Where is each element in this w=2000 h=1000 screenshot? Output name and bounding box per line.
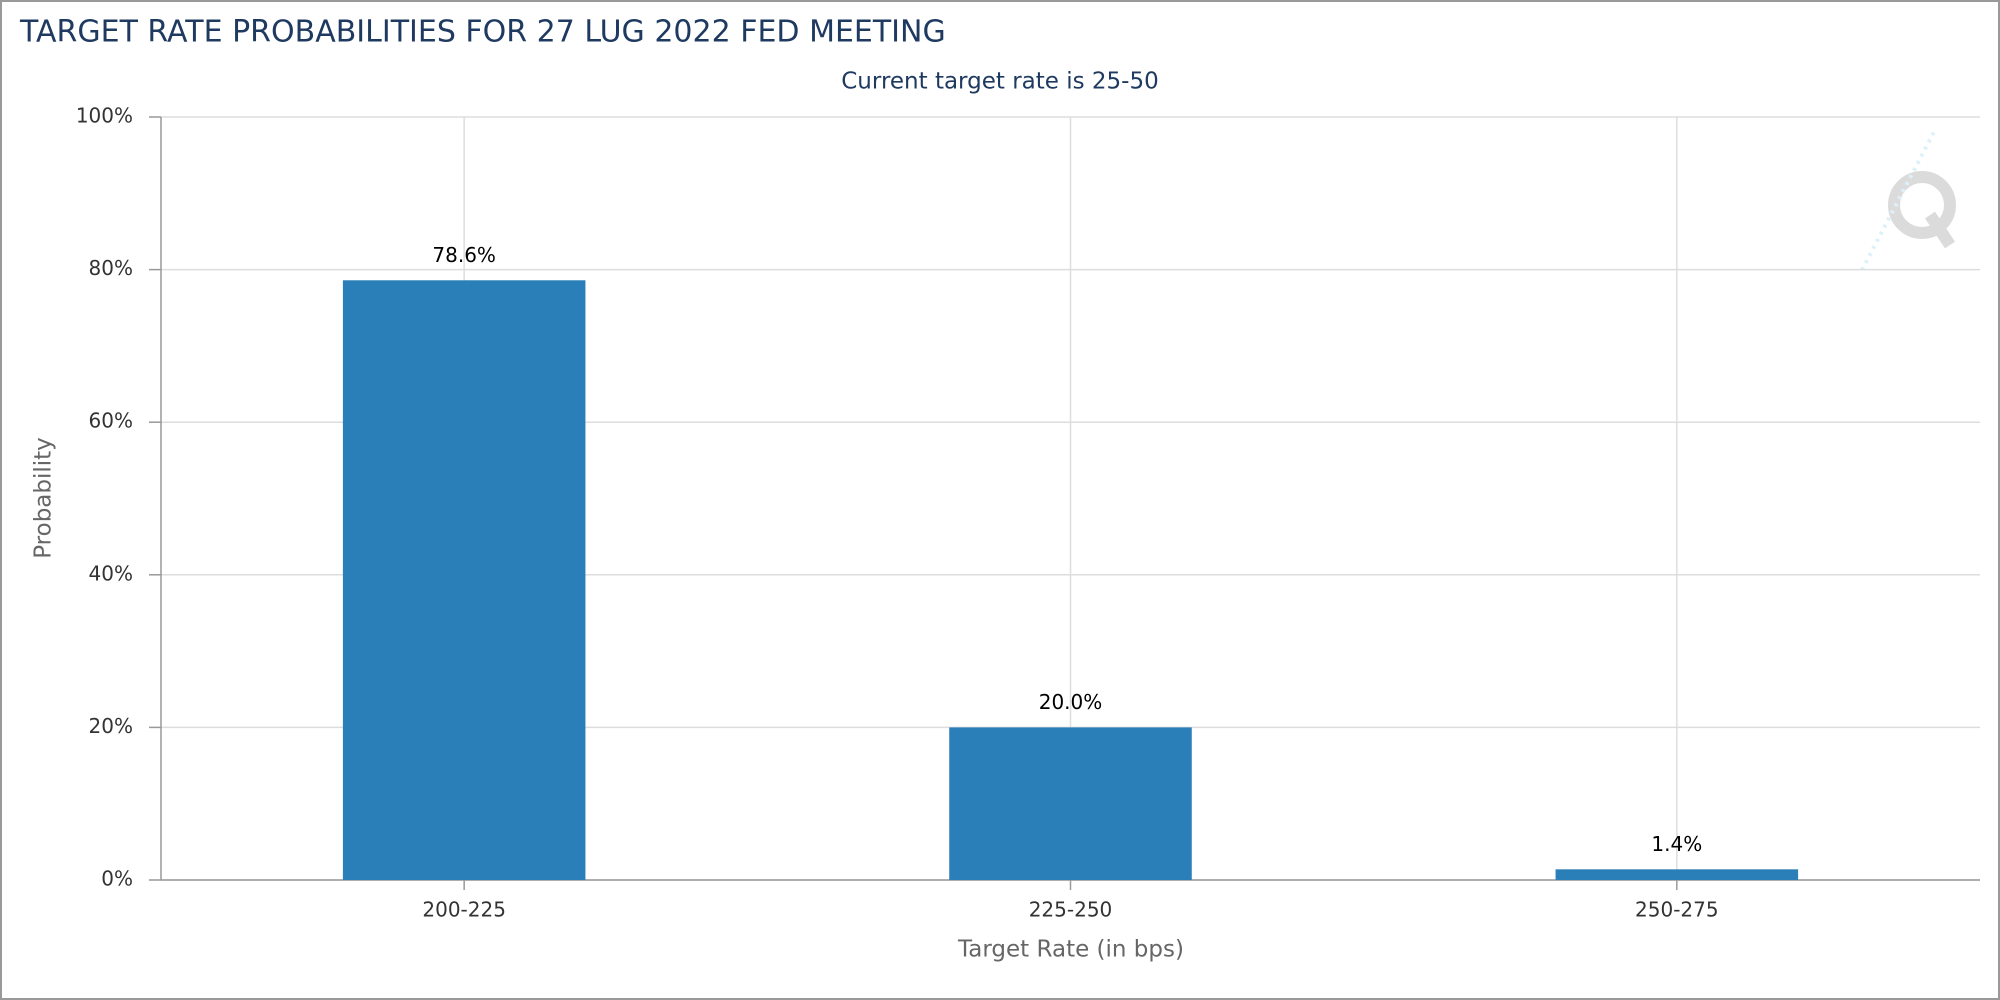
x-tick-label: 225-250 <box>1029 898 1113 922</box>
value-label: 1.4% <box>1651 832 1702 856</box>
bar <box>342 280 586 881</box>
value-label: 20.0% <box>1039 690 1103 714</box>
value-label: 78.6% <box>432 243 496 267</box>
x-axis-label: Target Rate (in bps) <box>957 937 1184 963</box>
y-tick-label: 80% <box>89 256 133 280</box>
y-tick-label: 0% <box>101 867 133 891</box>
chart-title: TARGET RATE PROBABILITIES FOR 27 LUG 202… <box>19 15 946 50</box>
y-tick-label: 40% <box>89 561 133 585</box>
bar <box>1555 869 1799 880</box>
y-tick-label: 60% <box>89 409 133 433</box>
y-axis-label: Probability <box>31 437 57 559</box>
y-tick-label: 20% <box>89 714 133 738</box>
chart-subtitle: Current target rate is 25-50 <box>841 69 1159 95</box>
bar <box>949 727 1192 880</box>
x-tick-label: 250-275 <box>1635 898 1719 922</box>
x-tick-label: 200-225 <box>422 898 506 922</box>
logo <box>1860 129 1956 271</box>
y-tick-label: 100% <box>76 104 133 128</box>
